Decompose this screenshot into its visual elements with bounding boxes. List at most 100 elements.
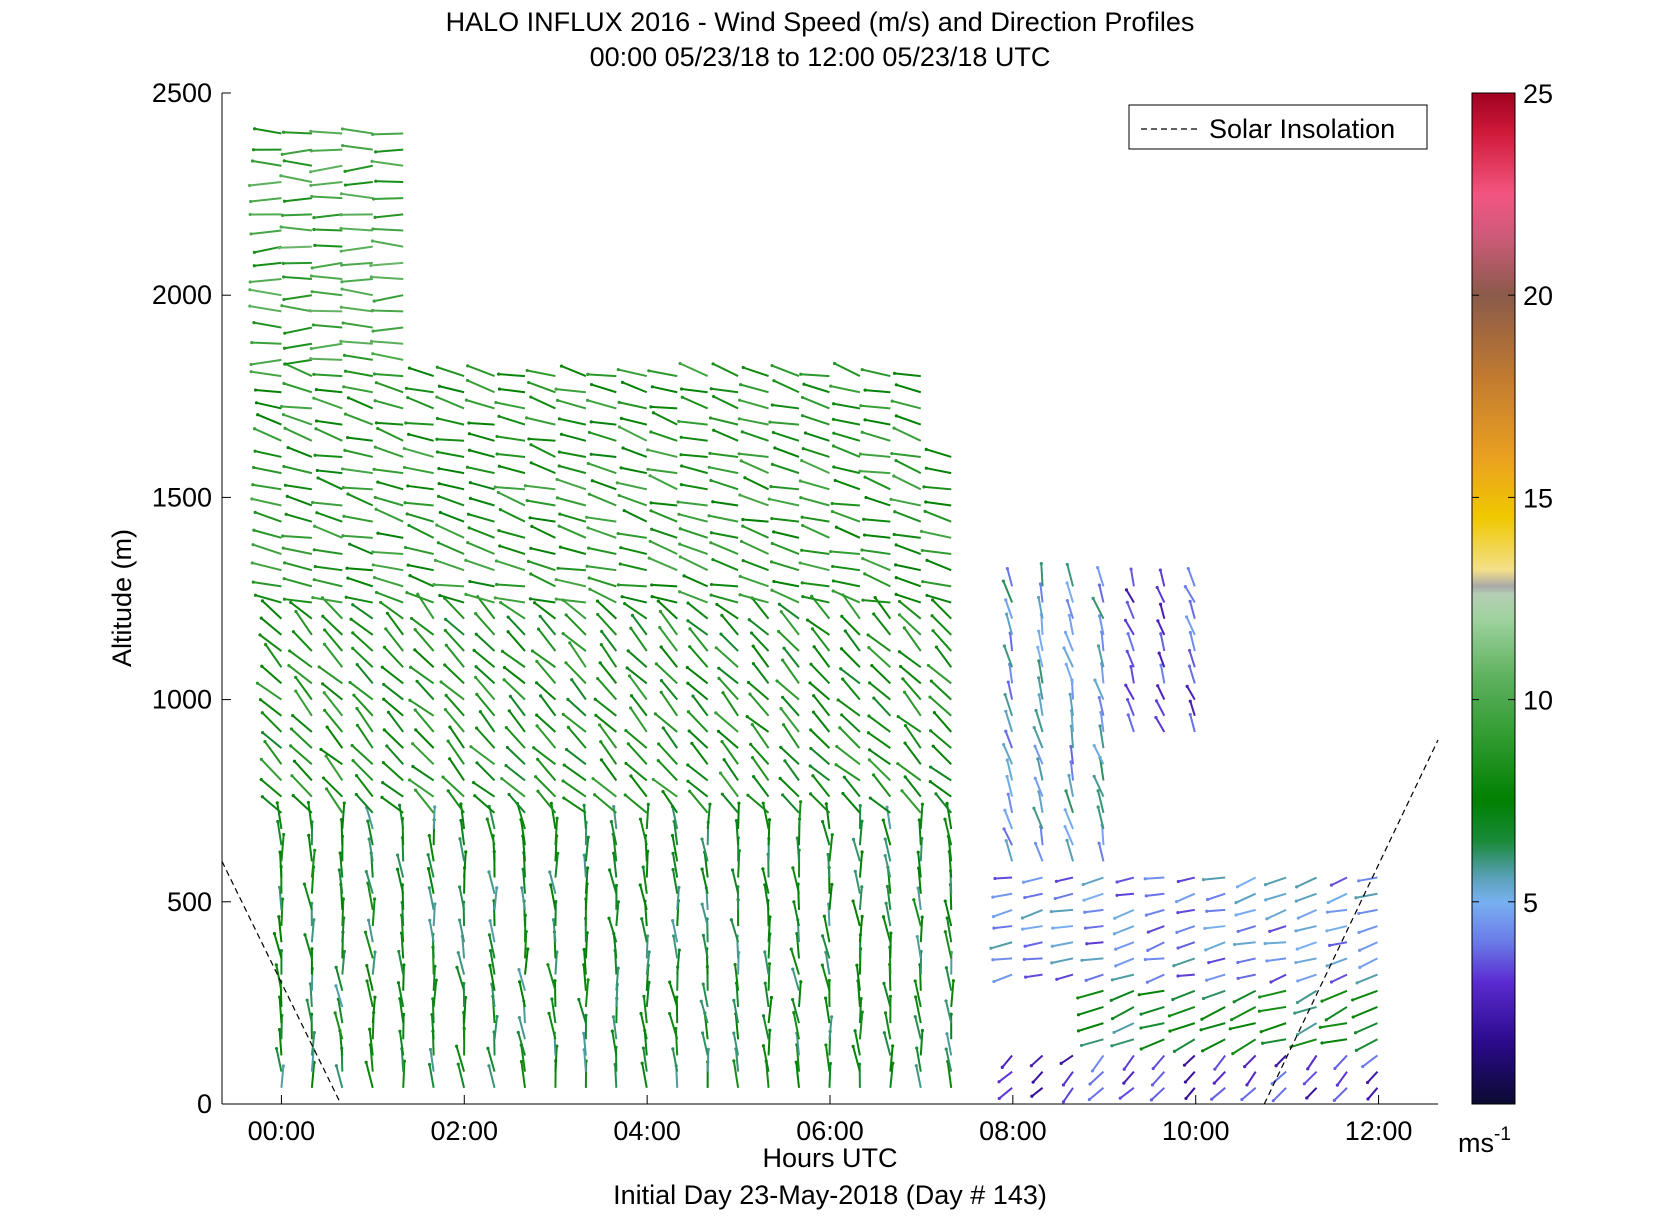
wind-barb-head bbox=[437, 384, 442, 388]
wind-barb bbox=[317, 477, 343, 491]
wind-barb bbox=[1320, 1022, 1348, 1029]
wind-barb-head bbox=[1076, 1029, 1081, 1033]
wind-barb bbox=[1084, 908, 1104, 914]
wind-barb bbox=[345, 370, 373, 378]
y-tick-label: 1000 bbox=[152, 685, 212, 715]
wind-barb-head bbox=[473, 794, 477, 798]
wind-barb-head bbox=[372, 467, 376, 471]
wind-barb-head bbox=[863, 418, 867, 422]
wind-barb bbox=[622, 447, 648, 458]
wind-barb-head bbox=[802, 382, 806, 386]
wind-barb-head bbox=[467, 421, 471, 425]
wind-barb-head bbox=[661, 726, 665, 730]
wind-barb-head bbox=[278, 850, 282, 854]
wind-barb-head bbox=[656, 599, 660, 603]
wind-barb-head bbox=[1093, 678, 1097, 682]
wind-barb bbox=[526, 369, 556, 378]
wind-barb-head bbox=[639, 1011, 643, 1016]
wind-barb-head bbox=[529, 395, 533, 399]
wind-barb bbox=[289, 650, 313, 669]
wind-barb bbox=[587, 373, 617, 378]
wind-barb bbox=[577, 999, 587, 1024]
wind-barb-head bbox=[894, 576, 898, 580]
wind-barb bbox=[1002, 580, 1014, 603]
wind-barb bbox=[505, 726, 526, 749]
wind-barb bbox=[583, 805, 587, 830]
wind-barb bbox=[317, 469, 343, 475]
wind-barb bbox=[313, 323, 343, 329]
wind-barb-head bbox=[339, 213, 343, 217]
wind-barb-head bbox=[538, 614, 542, 618]
wind-barb-head bbox=[586, 461, 590, 466]
wind-barb bbox=[865, 496, 891, 507]
wind-barb bbox=[687, 711, 709, 733]
wind-barb bbox=[621, 595, 648, 604]
wind-barb-head bbox=[427, 1062, 432, 1067]
wind-barb-head bbox=[1126, 632, 1130, 636]
wind-barb-head bbox=[836, 698, 840, 702]
wind-barb bbox=[548, 871, 557, 894]
wind-barb-head bbox=[404, 421, 408, 425]
wind-barb bbox=[767, 963, 771, 991]
wind-barb bbox=[1066, 600, 1074, 620]
wind-barb-head bbox=[651, 777, 655, 782]
wind-barb-head bbox=[679, 435, 683, 439]
wind-barb-head bbox=[746, 793, 750, 797]
wind-barb bbox=[824, 1044, 831, 1072]
wind-barb bbox=[1156, 685, 1166, 701]
wind-barb bbox=[310, 180, 343, 187]
wind-barb-head bbox=[385, 611, 390, 615]
wind-barb-head bbox=[589, 382, 594, 387]
wind-barb-head bbox=[310, 266, 314, 270]
wind-barb-head bbox=[745, 715, 749, 719]
colorbar-tick-label: 10 bbox=[1523, 686, 1553, 716]
wind-barb bbox=[470, 497, 495, 507]
wind-barb bbox=[1188, 650, 1196, 668]
wind-barb-head bbox=[923, 509, 927, 513]
wind-barb-head bbox=[945, 1032, 949, 1036]
wind-barb-head bbox=[397, 949, 401, 954]
wind-barb bbox=[1094, 679, 1105, 701]
wind-barb-head bbox=[382, 697, 386, 701]
wind-barb bbox=[447, 790, 465, 814]
wind-barb bbox=[352, 759, 374, 782]
wind-barb bbox=[530, 461, 556, 475]
wind-barb-head bbox=[1068, 692, 1072, 696]
wind-barb-head bbox=[539, 694, 543, 698]
wind-barb-head bbox=[629, 694, 634, 698]
wind-barb bbox=[372, 326, 404, 333]
wind-barb-head bbox=[1084, 978, 1088, 982]
wind-barb-head bbox=[620, 595, 624, 599]
wind-barb bbox=[1333, 1087, 1348, 1102]
wind-barb bbox=[508, 793, 526, 814]
wind-barb-head bbox=[732, 1031, 736, 1035]
wind-barb bbox=[465, 559, 495, 572]
wind-barb bbox=[255, 389, 282, 394]
wind-barb-head bbox=[355, 723, 360, 727]
wind-barb-head bbox=[282, 832, 286, 837]
wind-barb bbox=[291, 775, 313, 798]
wind-barb bbox=[882, 983, 892, 1008]
wind-barb bbox=[369, 1044, 374, 1072]
wind-barb bbox=[1081, 957, 1104, 962]
wind-barb bbox=[767, 916, 771, 943]
wind-barb bbox=[442, 776, 465, 798]
wind-barb bbox=[671, 835, 679, 862]
wind-barb bbox=[792, 1012, 800, 1040]
wind-barb-head bbox=[1151, 1066, 1155, 1071]
wind-barb-head bbox=[341, 486, 345, 490]
x-tick-label: 04:00 bbox=[613, 1116, 681, 1146]
wind-barb-head bbox=[809, 662, 813, 666]
wind-barb bbox=[1236, 876, 1257, 888]
wind-barb-head bbox=[1022, 957, 1026, 962]
wind-barb-head bbox=[1030, 1094, 1034, 1098]
wind-barb bbox=[731, 869, 740, 894]
wind-barb bbox=[833, 445, 861, 458]
wind-barb bbox=[1037, 660, 1044, 684]
wind-barb-head bbox=[770, 462, 775, 466]
wind-barb-head bbox=[527, 437, 531, 441]
wind-barb bbox=[687, 764, 709, 782]
wind-barb-head bbox=[343, 369, 348, 373]
wind-barb-head bbox=[812, 694, 816, 698]
wind-barb-head bbox=[508, 694, 513, 698]
